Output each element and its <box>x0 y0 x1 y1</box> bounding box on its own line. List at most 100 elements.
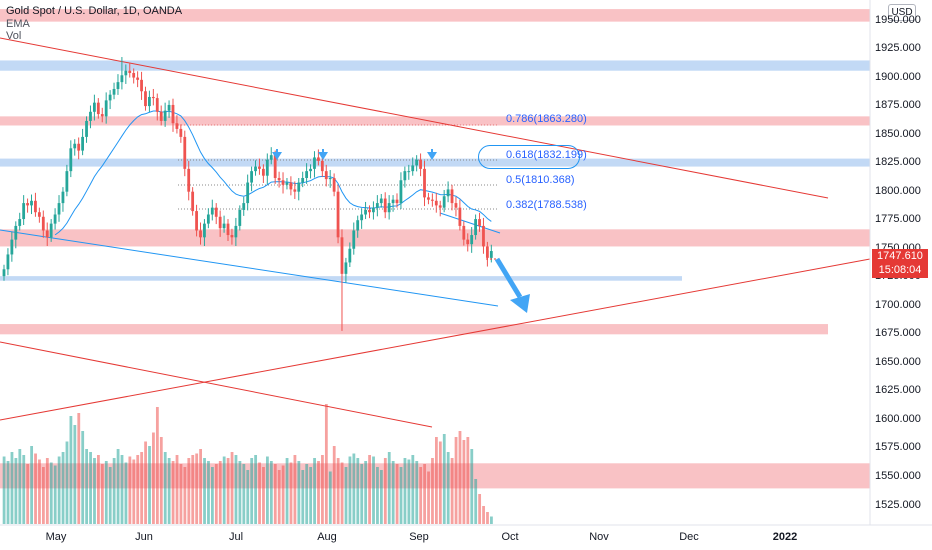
volume-bar <box>352 453 356 524</box>
volume-bar <box>242 464 246 524</box>
candle-body <box>167 104 171 111</box>
candle-body <box>320 160 324 172</box>
price-zone-red <box>0 116 870 126</box>
volume-bar <box>2 456 6 524</box>
candle-body <box>14 225 18 240</box>
projection-arrow-icon <box>510 294 530 313</box>
candle-body <box>317 157 320 161</box>
candle-body <box>348 248 352 263</box>
volume-bar <box>368 455 371 524</box>
candle-body <box>379 198 383 204</box>
candle-body <box>104 100 108 117</box>
descending-channel-line <box>0 229 499 307</box>
current-price-tag: 1747.610 15:08:04 <box>872 249 928 278</box>
candle-body <box>403 171 407 181</box>
candle-body <box>155 98 159 112</box>
candle-body <box>226 223 230 236</box>
candle-body <box>85 120 88 137</box>
volume-bar <box>427 471 430 524</box>
candle-body <box>364 209 367 215</box>
currency-badge[interactable]: USD <box>888 4 916 21</box>
candle-body <box>116 82 120 89</box>
chart-legend: Gold Spot / U.S. Dollar, 1D, OANDA EMA V… <box>6 5 182 43</box>
volume-bar <box>340 462 344 524</box>
volume-bar <box>175 455 179 524</box>
volume-bar <box>266 456 269 524</box>
candle-body <box>383 198 387 213</box>
volume-bar <box>116 449 120 524</box>
price-zone-red <box>0 229 870 247</box>
volume-bar <box>187 458 191 524</box>
candle-body <box>140 79 143 92</box>
volume-bar <box>301 470 305 524</box>
volume-bar <box>438 441 442 524</box>
volume-bar <box>273 464 277 524</box>
candle-body <box>446 189 450 197</box>
volume-bar <box>93 458 96 524</box>
annotations <box>272 149 530 313</box>
candle-body <box>399 180 403 204</box>
symbol-title[interactable]: Gold Spot / U.S. Dollar, 1D, OANDA <box>6 5 183 17</box>
volume-bar <box>364 461 368 524</box>
volume-bar <box>262 467 265 524</box>
candle-body <box>250 171 253 183</box>
volume-bar <box>470 449 474 524</box>
volume-bar <box>442 434 446 524</box>
volume-bar <box>53 465 57 524</box>
time-tick-label: Aug <box>317 531 337 543</box>
price-tick-label: 1800.000 <box>875 184 921 197</box>
volume-bar <box>179 464 183 524</box>
candle-body <box>423 168 426 198</box>
volume-bar <box>435 437 438 524</box>
volume-bar <box>132 459 136 524</box>
volume-bar <box>214 464 218 524</box>
descending-resistance-line <box>0 37 829 199</box>
indicator-ema-label[interactable]: EMA <box>6 17 30 30</box>
candle-body <box>124 70 128 76</box>
candle-body <box>49 223 53 238</box>
candle-body <box>489 251 493 258</box>
candle-body <box>214 207 218 217</box>
price-tick-label: 1925.000 <box>875 42 921 55</box>
indicator-vol-label[interactable]: Vol <box>6 30 22 42</box>
volume-bar <box>140 452 144 524</box>
candle-body <box>336 191 340 238</box>
volume-bar <box>222 456 226 524</box>
candle-body <box>6 254 10 270</box>
time-tick-label: Oct <box>501 531 519 543</box>
volume-bar <box>474 479 478 524</box>
lower-red-line <box>0 341 433 428</box>
volume-bar <box>395 464 399 524</box>
fib-618-highlight-ellipse <box>478 145 580 169</box>
volume-bar <box>81 431 85 524</box>
candle-body <box>482 225 485 247</box>
volume-bar <box>450 458 454 524</box>
volume-bar <box>383 458 387 524</box>
candle-body <box>332 177 336 192</box>
candle-body <box>132 72 136 78</box>
candle-body <box>148 96 151 107</box>
candle-body <box>112 88 116 95</box>
price-zones <box>0 9 870 489</box>
volume-bar <box>372 456 375 524</box>
volume-bar <box>309 467 313 524</box>
fib-level-label: 0.618(1832.199) <box>506 149 587 161</box>
volume-bar <box>199 449 202 524</box>
candle-body <box>92 102 96 112</box>
short-trend-line <box>439 212 501 234</box>
candle-body <box>151 96 155 99</box>
candle-body <box>238 209 242 226</box>
candle-body <box>442 196 446 208</box>
time-tick-label: Sep <box>409 531 429 543</box>
price-tick-label: 1850.000 <box>875 127 921 140</box>
candle-body <box>246 182 250 204</box>
volume-bar <box>285 458 289 524</box>
price-tick-label: 1875.000 <box>875 99 921 112</box>
volume-bar <box>69 416 73 524</box>
candle-body <box>254 166 257 172</box>
candle-body <box>407 171 411 173</box>
volume-bar <box>30 446 34 524</box>
volume-bar <box>446 452 450 524</box>
